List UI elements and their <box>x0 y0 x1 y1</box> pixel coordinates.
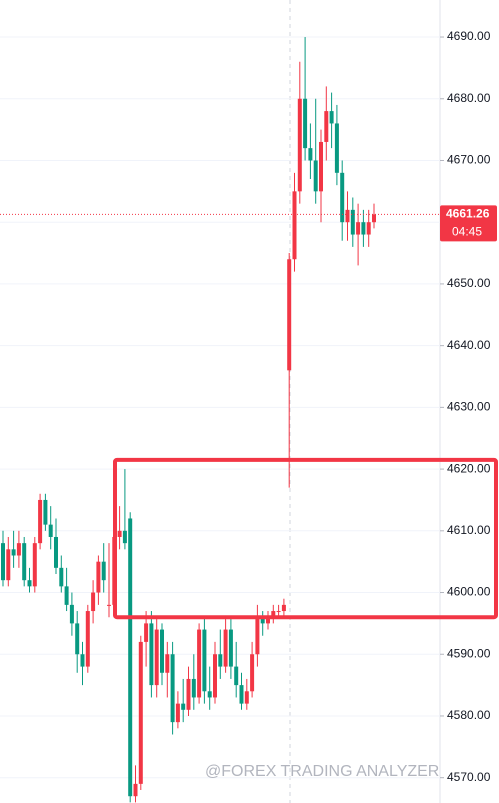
countdown: 04:45 <box>452 225 482 239</box>
candle-body <box>122 530 127 544</box>
candle-body <box>175 703 180 723</box>
candle-body <box>38 499 43 544</box>
y-tick-label: 4620.00 <box>447 461 491 475</box>
candle-body <box>361 222 366 235</box>
candle-body <box>107 604 111 606</box>
candle-body <box>334 123 339 173</box>
candle-body <box>154 629 159 686</box>
last-price-label: 4661.26 <box>446 207 490 221</box>
candle-body <box>345 209 350 223</box>
candle-body <box>191 678 196 698</box>
candle-body <box>91 592 96 612</box>
candle-body <box>297 98 302 192</box>
candle-body <box>27 580 32 587</box>
candle-body <box>80 654 85 667</box>
candle-body <box>329 111 334 124</box>
y-tick-label: 4670.00 <box>447 153 491 167</box>
candle-body <box>101 561 106 581</box>
candle-body <box>313 160 318 192</box>
candle-body <box>85 611 90 667</box>
candle-body <box>138 641 143 784</box>
candle-body <box>350 209 355 235</box>
candle-body <box>64 586 69 605</box>
candle-body <box>223 629 228 667</box>
candle-body <box>6 549 11 581</box>
candle-body <box>133 783 138 797</box>
candle-body <box>255 617 260 655</box>
candle-body <box>250 654 255 692</box>
candle-body <box>324 111 329 142</box>
candle-body <box>117 530 122 537</box>
plot: 4570.00 4580.00 4590.00 4600.00 4610.00 4620.… <box>0 29 498 803</box>
candle-body <box>11 549 16 556</box>
candle-body <box>356 222 361 235</box>
candle-body <box>319 141 323 192</box>
y-tick-label: 4610.00 <box>447 523 491 537</box>
candle-body <box>244 691 249 704</box>
candle-body <box>96 561 101 593</box>
candle-body <box>149 623 154 686</box>
candle-body <box>239 685 244 704</box>
candle-body <box>292 191 297 260</box>
candle-body <box>213 654 217 698</box>
candle-body <box>372 214 376 223</box>
candle-body <box>22 543 27 581</box>
candle-body <box>202 629 207 692</box>
candle-body <box>165 654 170 673</box>
candle-body <box>228 629 233 667</box>
y-tick-label: 4580.00 <box>447 708 491 722</box>
candle-body <box>276 611 281 613</box>
candle-body <box>218 654 223 667</box>
candle-body <box>160 629 164 673</box>
candle-body <box>186 678 191 710</box>
y-tick-label: 4690.00 <box>447 29 491 43</box>
zone-box <box>113 457 498 620</box>
y-tick-label: 4570.00 <box>447 770 491 784</box>
y-tick-label: 4630.00 <box>447 400 491 414</box>
candle-body <box>340 172 345 223</box>
candle-body <box>287 259 292 371</box>
y-tick-label: 4650.00 <box>447 276 491 290</box>
candle-body <box>128 518 133 797</box>
y-tick-label: 4640.00 <box>447 338 491 352</box>
candle-body <box>43 499 48 525</box>
candle-body <box>207 691 212 698</box>
candle-body <box>181 703 186 710</box>
candle-body <box>144 623 149 642</box>
candle-body <box>266 617 270 624</box>
candle-body <box>308 148 313 161</box>
last-price-badge <box>440 205 497 242</box>
candle-body <box>170 654 175 723</box>
candle-body <box>260 617 265 624</box>
candle-body <box>281 604 286 612</box>
candle-body <box>366 222 371 235</box>
candle-body <box>54 536 58 568</box>
watermark: @FOREX TRADING ANALYZER <box>205 763 439 780</box>
candle-body <box>59 567 64 587</box>
candle-body <box>303 98 308 149</box>
y-tick-label: 4680.00 <box>447 91 491 105</box>
candle-body <box>16 543 21 556</box>
y-tick-label: 4590.00 <box>447 646 491 660</box>
candle-body <box>48 524 53 537</box>
candle-body <box>271 611 276 618</box>
y-tick-label: 4600.00 <box>447 585 491 599</box>
candle-body <box>75 623 80 655</box>
candle-body <box>69 604 74 624</box>
candle-body <box>197 629 202 698</box>
candle-body <box>32 543 37 587</box>
candle-body <box>1 543 5 581</box>
candle-body <box>234 666 239 686</box>
